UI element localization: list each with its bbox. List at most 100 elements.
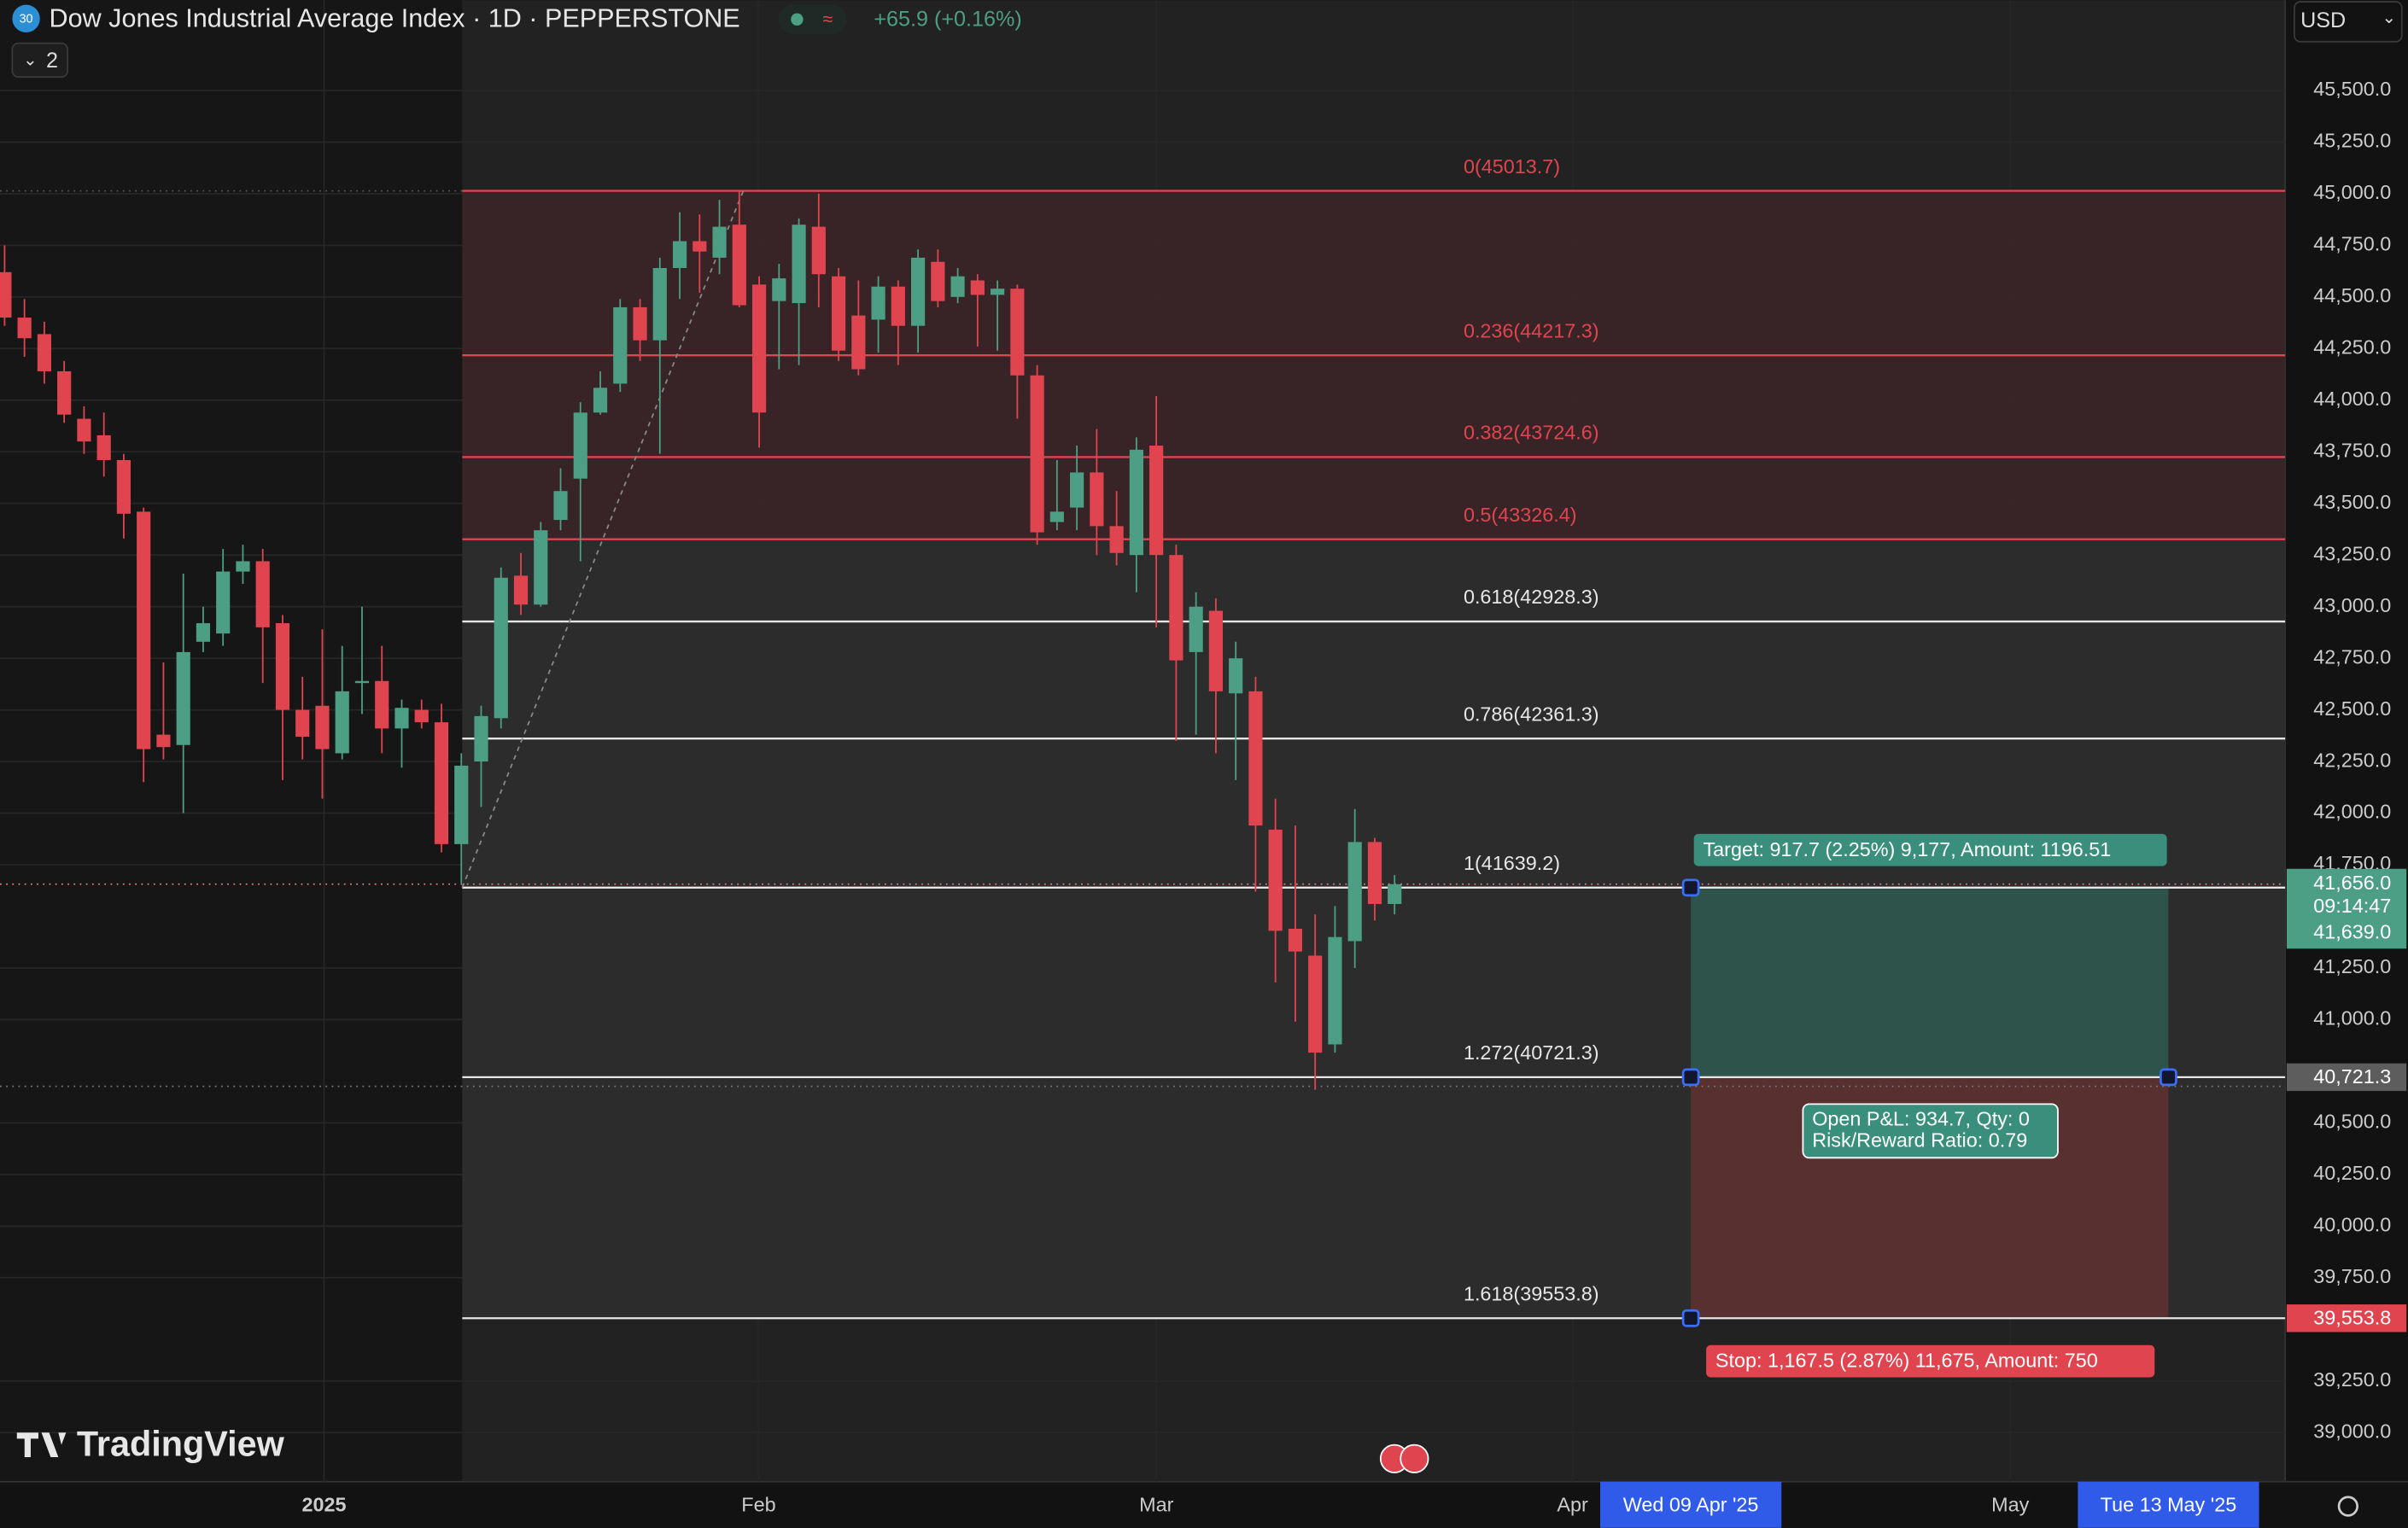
y-tick-label: 45,000.0 (2313, 181, 2391, 203)
date-badge (2078, 1481, 2259, 1528)
candle-body (474, 715, 488, 762)
candle-body (137, 511, 151, 749)
candle-body (732, 225, 746, 306)
candle-body (991, 289, 1005, 295)
time-axis (0, 1481, 2408, 1528)
y-tick-label: 41,250.0 (2313, 955, 2391, 977)
candle-body (1328, 936, 1342, 1045)
chevron: ⌄ (23, 51, 38, 70)
fib-label: 0.5(43326.4) (1464, 504, 1577, 526)
countdown: 09:14:47 (2313, 895, 2391, 917)
symbol-title: Dow Jones Industrial Average Index · 1D … (50, 4, 740, 33)
brand-logo: TradingView (77, 1424, 285, 1463)
candle-body (573, 412, 587, 479)
fib-zone (462, 539, 2286, 622)
candle-body (831, 276, 846, 351)
candle-body (1109, 526, 1124, 553)
candle-body (434, 722, 449, 844)
candle-body (1229, 658, 1243, 694)
candle-body (295, 709, 310, 738)
fib-zone (462, 355, 2286, 458)
candle-body (1288, 929, 1303, 952)
stop-label-box (1706, 1344, 2155, 1378)
position-handle[interactable] (1681, 1309, 1700, 1327)
target-label: Target: 917.7 (2.25%) 9,177, Amount: 119… (1704, 838, 2112, 860)
price-change: +65.9 (+0.16%) (874, 7, 1021, 31)
y-tick-label: 45,500.0 (2313, 78, 2391, 100)
candle-body (1149, 446, 1164, 556)
y-tick-label: 43,500.0 (2313, 491, 2391, 513)
y-tick-label: 42,250.0 (2313, 749, 2391, 771)
candle-body (196, 623, 211, 642)
status-pill[interactable] (778, 4, 846, 34)
y-tick-label: 39,250.0 (2313, 1368, 2391, 1391)
candle-body (851, 315, 866, 370)
candle-body (255, 561, 270, 627)
header: 30 Dow Jones Industrial Average Index · … (11, 1, 2403, 1517)
indicators-toggle[interactable] (11, 42, 69, 79)
candle-body (414, 709, 429, 723)
candle-body (672, 241, 687, 268)
date-badge (1600, 1481, 1782, 1528)
y-tick-label: 40,500.0 (2313, 1111, 2391, 1133)
candle-body (1388, 884, 1402, 904)
market-open-dot (791, 13, 804, 26)
price-badge (2286, 1063, 2407, 1092)
candle-body (633, 306, 647, 341)
candle-body (1367, 842, 1382, 904)
candle-body (1308, 955, 1323, 1053)
fib-label: 0.236(44217.3) (1464, 319, 1599, 341)
event-flag[interactable] (1400, 1443, 1429, 1473)
candle-body (354, 680, 370, 684)
y-tick-label: 42,000.0 (2313, 801, 2391, 823)
position-handle[interactable] (2160, 1068, 2177, 1087)
fib-label: 0.618(42928.3) (1464, 586, 1599, 608)
candle-body (792, 225, 806, 304)
x-tick-label: Apr (1557, 1494, 1588, 1516)
fib-label: 1.618(39553.8) (1464, 1282, 1599, 1304)
candle-body (1248, 691, 1263, 826)
price-axis (2285, 0, 2408, 1528)
candle-body (275, 623, 290, 710)
candle-body (1049, 511, 1064, 522)
target-label-box (1693, 833, 2167, 866)
candle-body (970, 280, 985, 295)
candle-body (652, 267, 667, 341)
date-badge-label: Wed 09 Apr '25 (1623, 1494, 1759, 1516)
price-badge (2286, 1304, 2407, 1333)
x-tick-label: May (1991, 1494, 2029, 1516)
candle-body (17, 318, 32, 339)
candle-body (77, 418, 91, 442)
candle-body (335, 691, 349, 754)
pnl-box (1802, 1103, 2059, 1159)
candle-body (910, 257, 926, 326)
currency: USD (2300, 9, 2346, 32)
candle-body (395, 708, 409, 729)
candle-body (216, 571, 231, 634)
position-handle[interactable] (1681, 878, 1700, 897)
price-badge-label: 41,639.0 (2313, 920, 2391, 942)
candle-body (811, 226, 826, 275)
price-badge-label: 40,721.3 (2313, 1065, 2391, 1088)
settings-icon[interactable] (2337, 1496, 2358, 1517)
x-tick-label: Mar (1139, 1494, 1173, 1516)
candle-body (693, 241, 707, 252)
candle-body (712, 226, 727, 258)
fib-zone (462, 457, 2286, 539)
position-handle[interactable] (1681, 1068, 1700, 1087)
currency-select[interactable] (2294, 1, 2403, 43)
candle-body (613, 306, 628, 384)
y-tick-label: 43,250.0 (2313, 542, 2391, 564)
candle-body (871, 286, 885, 320)
y-tick-label: 44,000.0 (2313, 388, 2391, 410)
fib-label: 1.272(40721.3) (1464, 1041, 1599, 1064)
candle-body (236, 561, 250, 572)
candle-body (1268, 829, 1283, 931)
candle-body (1010, 289, 1025, 376)
candle-body (1189, 606, 1203, 652)
y-tick-label: 42,750.0 (2313, 645, 2391, 668)
candle-body (156, 734, 171, 748)
pnl-label: Open P&L: 934.7, Qty: 0 (1812, 1107, 2030, 1129)
